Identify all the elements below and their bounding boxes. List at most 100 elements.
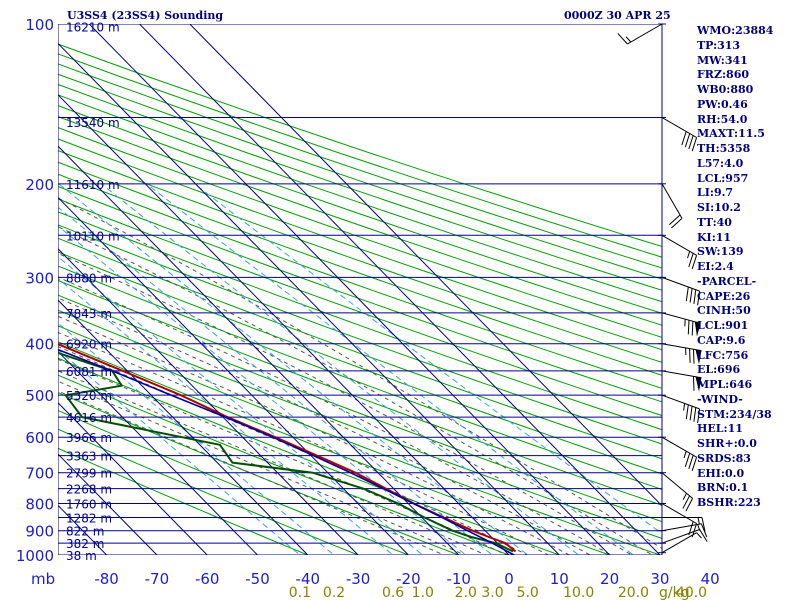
wind-barb-staff: [661, 436, 697, 458]
mixing-ratio-line: [194, 183, 662, 535]
wind-barb-half: [682, 493, 687, 500]
index-item: BRN:0.1: [697, 481, 749, 495]
wind-barb-full: [681, 131, 687, 146]
height-label: 3363 m: [66, 450, 112, 464]
height-labels: 16210 m 13540 m 11610 m 10110 m 8880 m 7843 m…: [66, 20, 120, 563]
wind-barb-full: [701, 517, 706, 532]
wind-barb: [658, 503, 698, 538]
temperature-tick-label: -20: [396, 570, 421, 588]
wind-barb-flag: [695, 376, 702, 392]
height-label: 2268 m: [66, 483, 112, 497]
pressure-tick-label: 400: [25, 336, 54, 354]
wind-barb: [658, 523, 708, 538]
mixing-ratio-line: [58, 349, 301, 555]
mixing-ratio-tick-label: 5.0: [517, 585, 539, 600]
wind-barb: [658, 276, 701, 306]
index-item: SW:139: [697, 245, 744, 259]
isotherm-line: [58, 42, 560, 555]
dry-adiabat: [58, 279, 662, 506]
wind-barb: [658, 183, 683, 229]
mixing-ratio-tick-label: 3.0: [481, 585, 503, 600]
index-item: TH:5358: [697, 142, 751, 155]
wind-barb-full: [682, 495, 691, 509]
temperature-tick-label: 20: [600, 570, 619, 588]
wind-barb: [658, 394, 701, 424]
moist-adiabat: [58, 380, 466, 555]
wind-barb-flag: [694, 321, 701, 337]
dry-adiabat: [58, 127, 662, 338]
dry-adiabat: [58, 63, 662, 269]
pressure-tick-label: 300: [25, 269, 54, 287]
mixing-ratio-line: [58, 256, 424, 555]
sounding-title: U3SS4 (23SS4) Sounding: [67, 9, 224, 22]
isotherm-line: [58, 94, 510, 555]
dry-adiabat: [58, 341, 612, 555]
wind-barb-half: [687, 251, 691, 259]
dry-adiabat: [58, 294, 662, 523]
wind-barb-full: [669, 214, 681, 225]
dry-adiabat: [58, 173, 662, 389]
index-item: PW:0.46: [697, 97, 748, 111]
wind-barb-flag: [695, 349, 702, 365]
index-item: SHR+:0.0: [697, 437, 757, 450]
wind-barb-half: [696, 532, 702, 539]
index-item: L57:4.0: [697, 156, 744, 170]
index-item: LCL:957: [697, 171, 749, 185]
wind-barb-full: [617, 33, 628, 45]
wind-barb-full: [700, 523, 708, 538]
wind-barb-full: [693, 376, 695, 391]
dry-adiabat: [58, 325, 662, 555]
dry-adiabat: [58, 150, 662, 363]
mixing-ratio-tick-label: 10.0: [563, 585, 594, 600]
height-label: 1282 m: [66, 512, 112, 526]
height-label: 4616 m: [66, 411, 112, 425]
index-item: LCL:901: [697, 319, 749, 332]
dry-adiabat: [58, 251, 662, 475]
dry-adiabat: [58, 357, 561, 555]
temperature-tick-label: 40: [701, 570, 720, 588]
mixing-ratio-tick-label: 0.1: [289, 585, 311, 600]
temperature-tick-label: 0: [504, 570, 514, 588]
mixing-ratio-line: [146, 183, 635, 555]
temperature-tick-label: -10: [446, 570, 471, 588]
pressure-tick-label: 700: [25, 465, 54, 483]
index-item: EL:696: [697, 363, 741, 377]
dry-adiabat: [58, 265, 662, 490]
pressure-tick-label: 100: [25, 16, 54, 34]
dry-adiabat: [58, 138, 662, 351]
pressure-tick-label: 1000: [16, 547, 54, 565]
wind-barb-staff: [661, 394, 700, 410]
index-item: MW:341: [697, 53, 748, 67]
dry-adiabat: [58, 224, 662, 445]
wind-barb: [658, 234, 698, 270]
moist-adiabat: [58, 226, 654, 555]
pressure-tick-label: 200: [25, 176, 54, 194]
wind-barb-full: [685, 498, 694, 512]
dry-adiabats: [58, 43, 662, 555]
mixing-ratio-tick-label: 1.0: [412, 585, 434, 600]
temperature-tick-label: 10: [550, 570, 569, 588]
temperature-tick-label: -30: [346, 570, 371, 588]
height-label: 382 m: [66, 537, 104, 551]
index-item: WMO:23884: [697, 24, 774, 37]
wind-barb: [658, 472, 694, 512]
mixing-ratio-line: [58, 225, 467, 555]
wind-barbs: [617, 23, 708, 555]
dry-adiabat: [58, 185, 662, 403]
isotherm-line: [58, 299, 309, 555]
wind-barb-staff: [627, 23, 663, 45]
height-label: 6081 m: [66, 365, 112, 379]
temperature-tick-labels: -80 -70 -60 -50 -40 -30 -20 -10 0 10 20 30 40: [94, 570, 719, 588]
index-item: -PARCEL-: [697, 274, 757, 288]
height-label: 11610 m: [66, 178, 120, 192]
height-label: 13540 m: [66, 116, 120, 130]
index-item: RH:54.0: [697, 112, 748, 126]
pressure-tick-label: 600: [25, 429, 54, 447]
wind-barb: [658, 370, 702, 392]
moist-adiabat: [58, 331, 550, 555]
isotherm-line: [58, 453, 158, 555]
wind-barb-full: [684, 133, 691, 148]
wind-barb-full: [688, 135, 694, 150]
height-label: 8880 m: [66, 271, 112, 285]
index-item: CAP:9.6: [697, 333, 746, 347]
